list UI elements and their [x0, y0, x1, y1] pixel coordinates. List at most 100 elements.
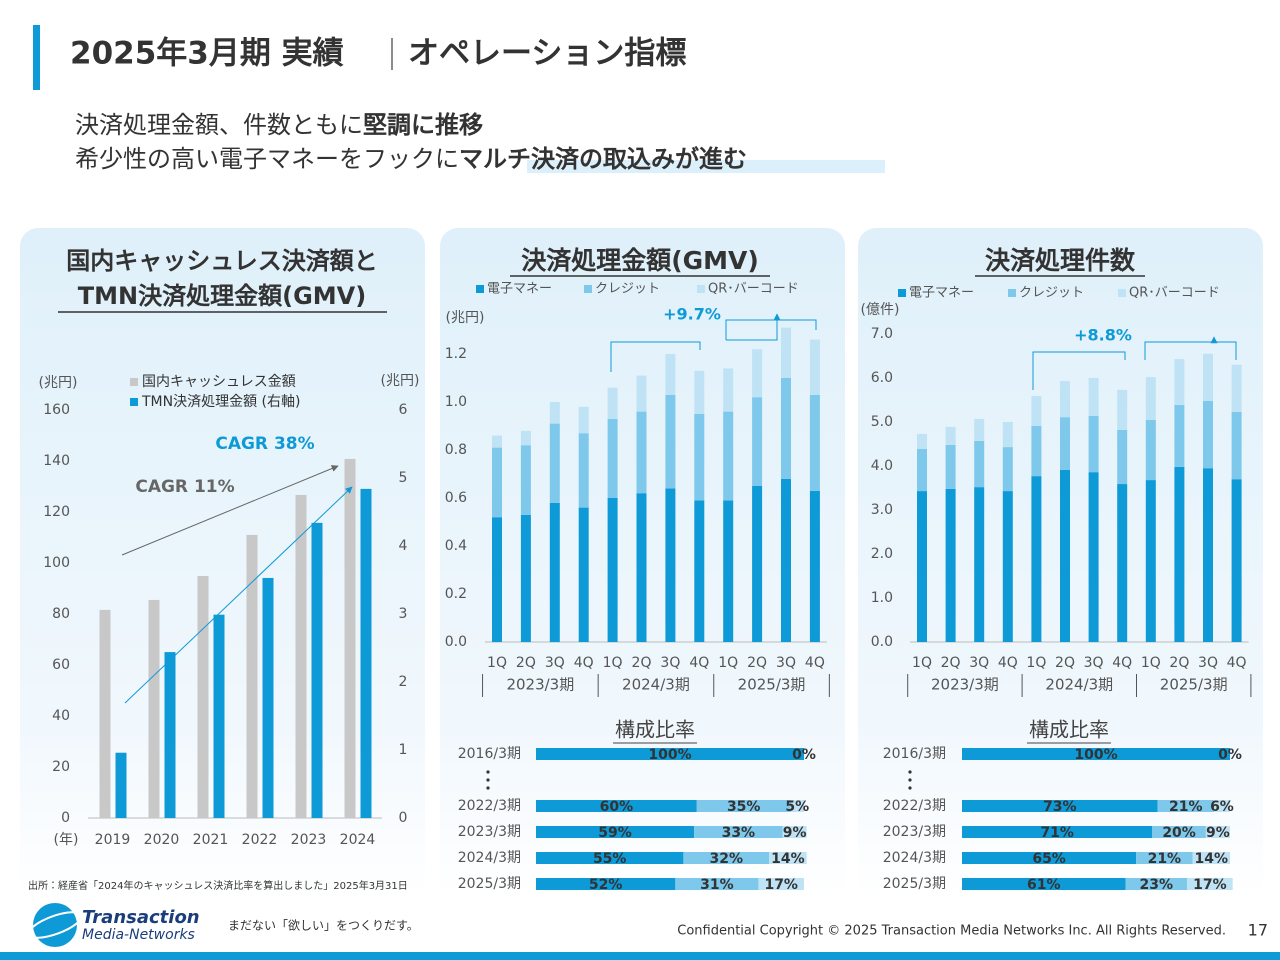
bar-segment: [962, 748, 1230, 760]
bar-segment: [549, 423, 560, 503]
bar-segment: [607, 418, 618, 498]
legend-label: 電子マネー: [909, 286, 974, 301]
bar-segment: [1060, 381, 1070, 418]
y-tick-label: 40: [52, 708, 70, 724]
group-label: 2025/3期: [1160, 676, 1228, 694]
bar-segment: [769, 852, 807, 864]
bar-segment: [962, 800, 1158, 812]
title-accent: [33, 25, 40, 90]
y-tick-label: 2022/3期: [458, 798, 521, 814]
y-tick-label: 2023/3期: [458, 824, 521, 840]
bar: [311, 522, 323, 818]
bar-segment: [536, 826, 695, 838]
bar-segment: [578, 433, 589, 508]
bar-segment: [809, 394, 820, 491]
legend-swatch: [1008, 289, 1016, 297]
bar-segment: [723, 411, 734, 501]
logo-text: Media-Networks: [82, 927, 195, 943]
chart-title: 決済処理件数: [985, 246, 1136, 275]
data-label: 61%: [1027, 877, 1061, 893]
x-tick-label: 3Q: [545, 655, 565, 671]
x-axis-label: (年): [54, 832, 79, 848]
data-label: 17%: [1193, 877, 1227, 893]
bar-segment: [974, 440, 985, 488]
annotation: +9.7%: [663, 305, 721, 324]
group-label: 2025/3期: [738, 676, 806, 694]
y2-axis-label: (兆円): [381, 373, 420, 389]
bar-segment: [917, 491, 927, 642]
lead-line: 希少性の高い電子マネーをフックにマルチ決済の取込みが進む: [75, 145, 747, 173]
bar-segment: [578, 406, 589, 434]
x-tick-label: 2023: [291, 832, 327, 848]
bar-segment: [781, 478, 791, 642]
bar-segment: [974, 487, 985, 642]
bar-segment: [636, 411, 647, 494]
bar-segment: [665, 394, 676, 489]
copyright: Confidential Copyright © 2025 Transactio…: [677, 924, 1226, 939]
data-label: 0%: [792, 747, 816, 763]
x-tick-label: 4Q: [1112, 655, 1132, 671]
bar-segment: [665, 488, 676, 642]
legend-label: クレジット: [595, 282, 660, 297]
bar: [99, 609, 111, 818]
bar-segment: [1187, 878, 1233, 890]
x-tick-label: 2021: [193, 832, 229, 848]
x-tick-label: 2Q: [1169, 655, 1189, 671]
annotation: CAGR 11%: [135, 477, 234, 497]
data-label: 73%: [1043, 799, 1077, 815]
y2-tick-label: 5: [399, 470, 408, 486]
legend-swatch: [697, 285, 705, 293]
chart-title: 構成比率: [615, 718, 695, 742]
x-tick-label: 3Q: [660, 655, 680, 671]
bar-segment: [1213, 800, 1230, 812]
bar-segment: [1157, 800, 1214, 812]
data-label: 32%: [710, 851, 744, 867]
bar-segment: [549, 402, 560, 424]
lead-text: 決済処理金額、件数ともに: [75, 111, 363, 139]
bar-segment: [694, 370, 705, 414]
bar-segment: [917, 448, 927, 492]
bar-segment: [536, 748, 804, 760]
data-label: 21%: [1169, 799, 1203, 815]
y-tick-label: 2022/3期: [883, 798, 946, 814]
annotation: +8.8%: [1074, 326, 1132, 345]
legend-swatch: [130, 398, 138, 406]
bar-segment: [945, 426, 956, 445]
page-title-2: オペレーション指標: [408, 36, 686, 72]
x-tick-label: 2Q: [632, 655, 652, 671]
y-tick-label: 0.6: [445, 490, 467, 506]
legend-swatch: [1118, 289, 1126, 297]
legend-swatch: [584, 285, 592, 293]
legend-swatch: [898, 289, 906, 297]
data-label: 23%: [1140, 877, 1174, 893]
highlight: [527, 160, 885, 173]
x-tick-label: 2020: [144, 832, 180, 848]
bar-segment: [520, 514, 531, 642]
bar-segment: [962, 852, 1137, 864]
logo-ring: [27, 911, 83, 939]
y-tick-label: 2016/3期: [458, 746, 521, 762]
ellipsis-dot: [908, 786, 912, 790]
bar-segment: [1031, 476, 1042, 642]
x-tick-label: 2019: [95, 832, 131, 848]
logo-text: Transaction: [82, 907, 200, 928]
bar: [148, 599, 160, 818]
x-tick-label: 3Q: [1198, 655, 1218, 671]
data-label: 20%: [1162, 825, 1196, 841]
y-axis-label: (兆円): [446, 310, 485, 326]
bar-segment: [809, 490, 820, 642]
y-tick-label: 0.0: [445, 634, 467, 650]
y-tick-label: 20: [52, 759, 70, 775]
y-tick-label: 5.0: [871, 414, 893, 430]
x-tick-label: 3Q: [969, 655, 989, 671]
data-label: 17%: [764, 877, 798, 893]
bar-segment: [607, 387, 618, 419]
y-tick-label: 0.2: [445, 586, 467, 602]
y-tick-label: 0.4: [445, 538, 467, 554]
bar-segment: [536, 800, 697, 812]
y2-tick-label: 1: [399, 742, 408, 758]
x-tick-label: 4Q: [574, 655, 594, 671]
x-tick-label: 2022: [242, 832, 278, 848]
